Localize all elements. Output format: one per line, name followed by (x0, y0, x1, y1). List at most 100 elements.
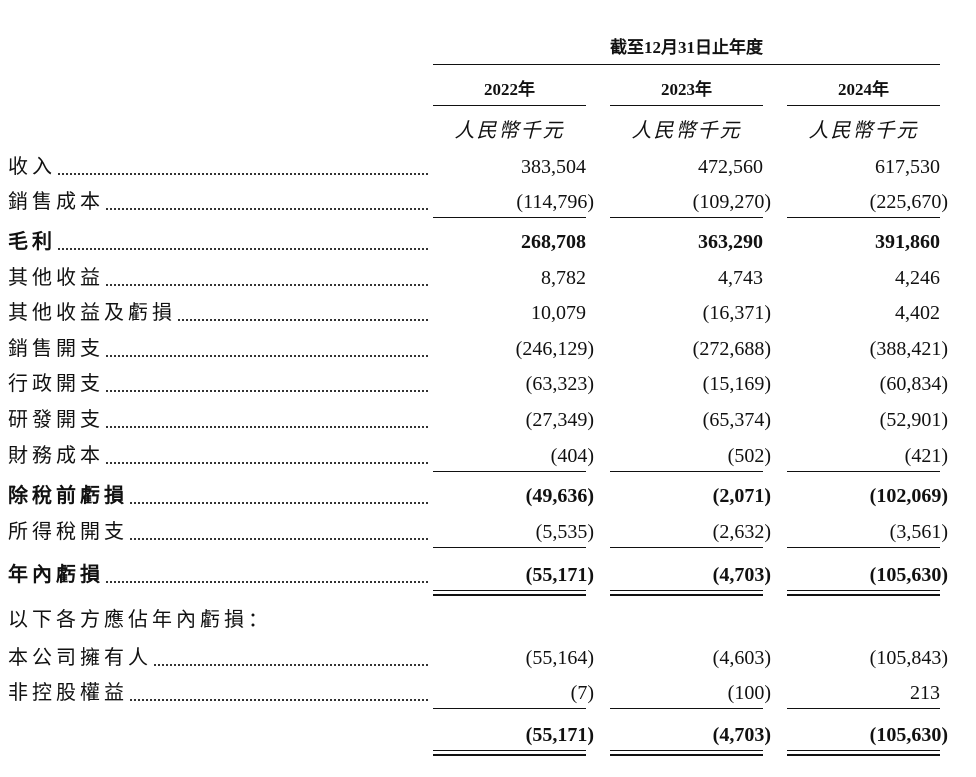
leader-dots (58, 173, 428, 175)
cell-value: (105,630) (869, 564, 948, 586)
cell-value: (109,270) (692, 191, 771, 213)
period: 截至12月31日止年度 (610, 38, 763, 57)
cell-value: (4,703) (712, 564, 771, 586)
row-label: 所得稅開支 (8, 521, 128, 543)
underline (787, 217, 940, 218)
underline (433, 547, 586, 548)
leader-dots (154, 664, 428, 666)
cell-value: 391,860 (875, 231, 940, 253)
underline (433, 750, 586, 751)
header-rule (433, 64, 940, 65)
cell-value: (49,636) (525, 485, 594, 507)
underline (610, 590, 763, 591)
unit: 人民幣千元 (454, 120, 565, 142)
cell-value: 268,708 (521, 231, 586, 253)
year-rule (610, 105, 763, 106)
cell-value: (272,688) (692, 338, 771, 360)
cell-value: (404) (550, 445, 594, 467)
underline (610, 750, 763, 751)
underline (787, 471, 940, 472)
cell-value: 363,290 (698, 231, 763, 253)
underline (433, 708, 586, 709)
underline (433, 594, 586, 596)
unit: 人民幣千元 (631, 120, 742, 142)
cell-value: (502) (727, 445, 771, 467)
year: 2024年 (838, 80, 889, 99)
cell-value: (2,632) (712, 521, 771, 543)
underline (787, 708, 940, 709)
cell-value: (60,834) (879, 373, 948, 395)
cell-value: (421) (904, 445, 948, 467)
underline (610, 471, 763, 472)
underline (787, 754, 940, 756)
leader-dots (106, 581, 428, 583)
row-label: 其他收益 (8, 267, 104, 289)
underline (433, 471, 586, 472)
year: 2023年 (661, 80, 712, 99)
cell-value: 4,402 (895, 302, 940, 324)
cell-value: (55,164) (525, 647, 594, 669)
cell-value: (15,169) (702, 373, 771, 395)
cell-value: (2,071) (712, 485, 771, 507)
row-label: 非控股權益 (8, 682, 128, 704)
leader-dots (130, 538, 428, 540)
cell-value: (7) (570, 682, 594, 704)
leader-dots (106, 284, 428, 286)
row-label: 收入 (8, 156, 56, 178)
cell-value: (4,603) (712, 647, 771, 669)
row-label: 毛利 (8, 231, 56, 253)
leader-dots (106, 208, 428, 210)
row-label: 銷售開支 (8, 338, 104, 360)
row-label: 以下各方應佔年內虧損： (8, 609, 272, 631)
cell-value: 8,782 (541, 267, 586, 289)
underline (610, 754, 763, 756)
leader-dots (106, 355, 428, 357)
cell-value: (4,703) (712, 724, 771, 746)
row-label: 行政開支 (8, 373, 104, 395)
row-label: 其他收益及虧損 (8, 302, 176, 324)
row-label: 研發開支 (8, 409, 104, 431)
leader-dots (106, 462, 428, 464)
underline (787, 547, 940, 548)
leader-dots (130, 502, 428, 504)
cell-value: (63,323) (525, 373, 594, 395)
cell-value: (114,796) (516, 191, 594, 213)
underline (787, 594, 940, 596)
row-label: 除稅前虧損 (8, 485, 128, 507)
cell-value: (225,670) (869, 191, 948, 213)
cell-value: (105,843) (869, 647, 948, 669)
cell-value: (102,069) (869, 485, 948, 507)
cell-value: (65,374) (702, 409, 771, 431)
cell-value: 10,079 (531, 302, 586, 324)
leader-dots (178, 319, 428, 321)
row-label: 銷售成本 (8, 191, 104, 213)
underline (433, 217, 586, 218)
cell-value: (388,421) (869, 338, 948, 360)
cell-value: (5,535) (535, 521, 594, 543)
cell-value: 383,504 (521, 156, 586, 178)
leader-dots (106, 390, 428, 392)
cell-value: 4,246 (895, 267, 940, 289)
year-rule (433, 105, 586, 106)
underline (610, 547, 763, 548)
cell-value: 213 (910, 682, 940, 704)
cell-value: (27,349) (525, 409, 594, 431)
cell-value: (55,171) (525, 724, 594, 746)
underline (610, 217, 763, 218)
year-rule (787, 105, 940, 106)
underline (610, 594, 763, 596)
underline (787, 590, 940, 591)
leader-dots (130, 699, 428, 701)
underline (610, 708, 763, 709)
row-label: 本公司擁有人 (8, 647, 152, 669)
leader-dots (58, 248, 428, 250)
cell-value: 4,743 (718, 267, 763, 289)
cell-value: (3,561) (889, 521, 948, 543)
underline (433, 754, 586, 756)
row-label: 年內虧損 (8, 564, 104, 586)
cell-value: (105,630) (869, 724, 948, 746)
cell-value: (52,901) (879, 409, 948, 431)
cell-value: 472,560 (698, 156, 763, 178)
leader-dots (106, 426, 428, 428)
underline (433, 590, 586, 591)
